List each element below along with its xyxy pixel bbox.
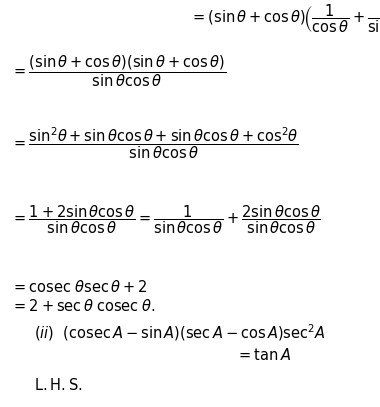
Text: $= \dfrac{\sin^{2}\!\theta + \sin\theta\cos\theta + \sin\theta\cos\theta + \cos^: $= \dfrac{\sin^{2}\!\theta + \sin\theta\… [11, 126, 299, 161]
Text: $= \tan A$: $= \tan A$ [236, 347, 291, 363]
Text: $= 2 + \sec\theta\;\mathrm{cosec}\;\theta.$: $= 2 + \sec\theta\;\mathrm{cosec}\;\thet… [11, 298, 156, 314]
Text: $\mathrm{L.H.S.}$: $\mathrm{L.H.S.}$ [34, 376, 83, 393]
Text: $= (\sin\theta + \cos\theta)\!\left(\dfrac{1}{\cos\theta} + \dfrac{1}{\sin\theta: $= (\sin\theta + \cos\theta)\!\left(\dfr… [190, 2, 380, 35]
Text: $= \dfrac{(\sin\theta + \cos\theta)(\sin\theta + \cos\theta)}{\sin\theta\cos\the: $= \dfrac{(\sin\theta + \cos\theta)(\sin… [11, 53, 226, 89]
Text: $= \dfrac{1 + 2\sin\theta\cos\theta}{\sin\theta\cos\theta} = \dfrac{1}{\sin\thet: $= \dfrac{1 + 2\sin\theta\cos\theta}{\si… [11, 204, 321, 236]
Text: $(ii)$  $(\mathrm{cosec}\,A - \sin A)(\sec A - \cos A)\sec^{2}\!A$: $(ii)$ $(\mathrm{cosec}\,A - \sin A)(\se… [34, 322, 326, 343]
Text: $= \mathrm{cosec}\;\theta\sec\theta + 2$: $= \mathrm{cosec}\;\theta\sec\theta + 2$ [11, 279, 148, 295]
